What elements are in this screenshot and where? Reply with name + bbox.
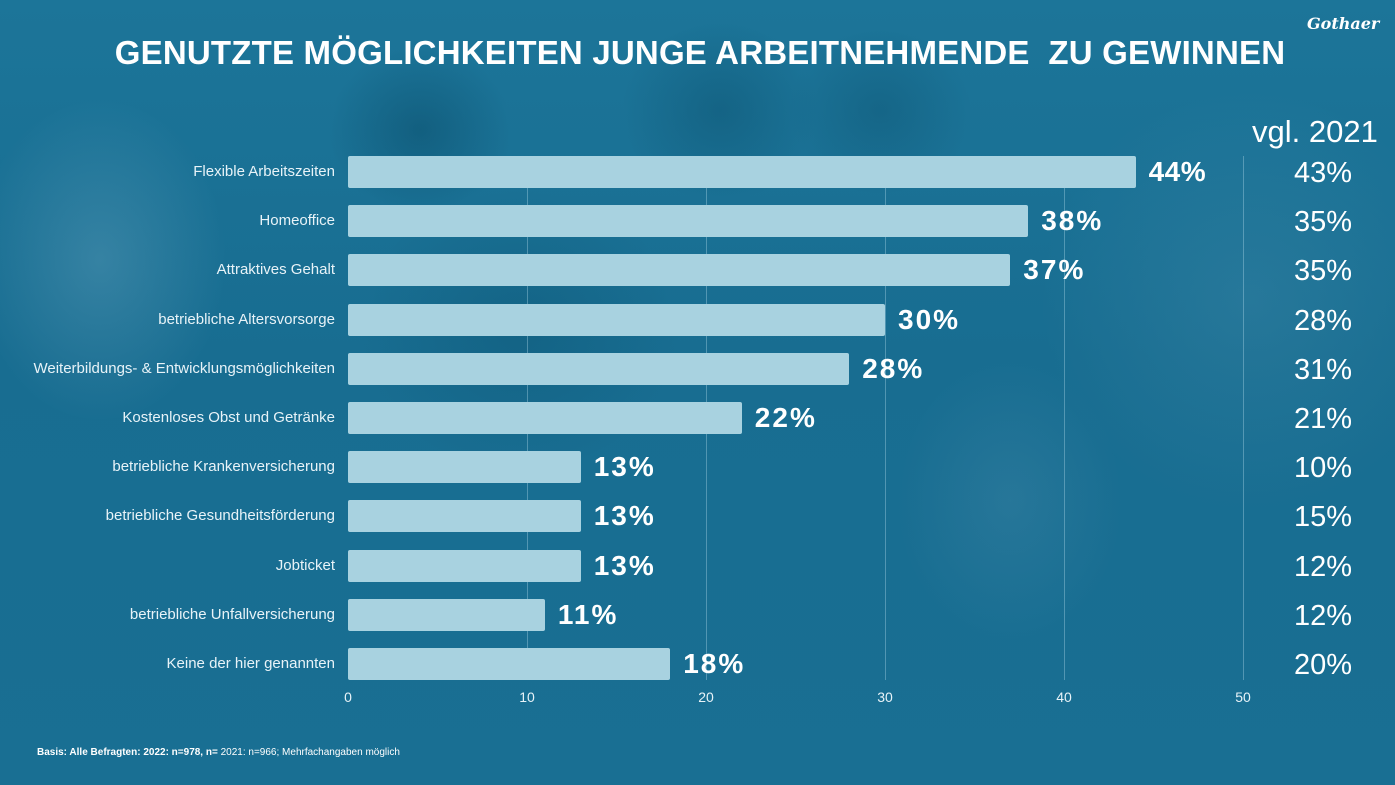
bar-2022 bbox=[348, 205, 1029, 238]
value-label-2022: 13% bbox=[593, 500, 656, 532]
bar-2022 bbox=[348, 156, 1136, 188]
value-label-2022: 18% bbox=[683, 648, 746, 679]
x-tick-label: 30 bbox=[877, 689, 893, 705]
footnote-regular: 2021: n=966; Mehrfachangaben möglich bbox=[217, 747, 400, 758]
gothaer-logo: Gothaer bbox=[1307, 14, 1380, 33]
x-tick-label: 10 bbox=[519, 689, 535, 705]
bar-2022 bbox=[348, 303, 885, 336]
x-tick-label: 50 bbox=[1235, 689, 1251, 705]
category-label: betriebliche Krankenversicherung bbox=[112, 458, 335, 476]
value-label-2021: 15% bbox=[1294, 501, 1353, 534]
value-label-2021: 35% bbox=[1294, 255, 1353, 288]
category-label: Jobticket bbox=[275, 556, 335, 574]
value-label-2021: 43% bbox=[1294, 157, 1353, 189]
x-tick-label: 0 bbox=[344, 689, 352, 705]
value-label-2022: 28% bbox=[862, 352, 925, 384]
value-label-2021: 10% bbox=[1294, 452, 1353, 485]
category-label: Weiterbildungs- & Entwicklungsmöglichkei… bbox=[33, 359, 335, 377]
bar-2022 bbox=[348, 352, 850, 385]
value-label-2021: 20% bbox=[1294, 649, 1353, 681]
value-label-2022: 13% bbox=[593, 451, 656, 483]
category-label: Attraktives Gehalt bbox=[216, 261, 335, 279]
category-label: Keine der hier genannten bbox=[166, 655, 335, 672]
value-label-2022: 30% bbox=[898, 303, 961, 335]
value-label-2021: 12% bbox=[1294, 550, 1353, 583]
value-label-2022: 22% bbox=[754, 402, 817, 433]
value-label-2021: 28% bbox=[1294, 304, 1353, 337]
category-label: betriebliche Unfallversicherung bbox=[129, 605, 335, 623]
bar-2022 bbox=[348, 402, 742, 434]
bar-2022 bbox=[348, 451, 581, 484]
value-label-2021: 21% bbox=[1294, 403, 1353, 435]
bar-2022 bbox=[348, 549, 581, 582]
chart-title: GENUTZTE MÖGLICHKEITEN JUNGE ARBEITNEHME… bbox=[114, 34, 1286, 71]
x-tick-label: 20 bbox=[698, 689, 714, 705]
footnote-bold: Basis: Alle Befragten: 2022: n=978, n= bbox=[37, 747, 218, 758]
footnote: Basis: Alle Befragten: 2022: n=978, n= 2… bbox=[37, 747, 400, 758]
category-label: betriebliche Gesundheitsförderung bbox=[105, 507, 335, 525]
category-label: betriebliche Altersvorsorge bbox=[158, 310, 335, 328]
value-label-2021: 31% bbox=[1294, 353, 1353, 386]
value-label-2022: 11% bbox=[557, 598, 619, 630]
value-label-2021: 12% bbox=[1294, 599, 1353, 632]
x-tick-label: 40 bbox=[1056, 689, 1072, 705]
bar-2022 bbox=[348, 254, 1011, 287]
value-label-2022: 38% bbox=[1041, 205, 1104, 237]
value-label-2021: 35% bbox=[1294, 206, 1353, 239]
comparison-header: vgl. 2021 bbox=[1252, 114, 1378, 149]
category-label: Homeoffice bbox=[259, 212, 335, 230]
gridline bbox=[885, 156, 886, 680]
bar-2022 bbox=[348, 500, 581, 533]
value-label-2022: 37% bbox=[1023, 254, 1086, 286]
value-label-2022: 13% bbox=[593, 549, 656, 581]
bar-2022 bbox=[348, 598, 545, 631]
value-label-2022: 44% bbox=[1148, 156, 1207, 187]
gridline bbox=[1243, 156, 1244, 680]
category-label: Kostenloses Obst und Getränke bbox=[122, 409, 335, 426]
bar-2022 bbox=[348, 648, 671, 680]
category-label: Flexible Arbeitszeiten bbox=[193, 163, 335, 180]
gridline bbox=[1064, 156, 1065, 680]
